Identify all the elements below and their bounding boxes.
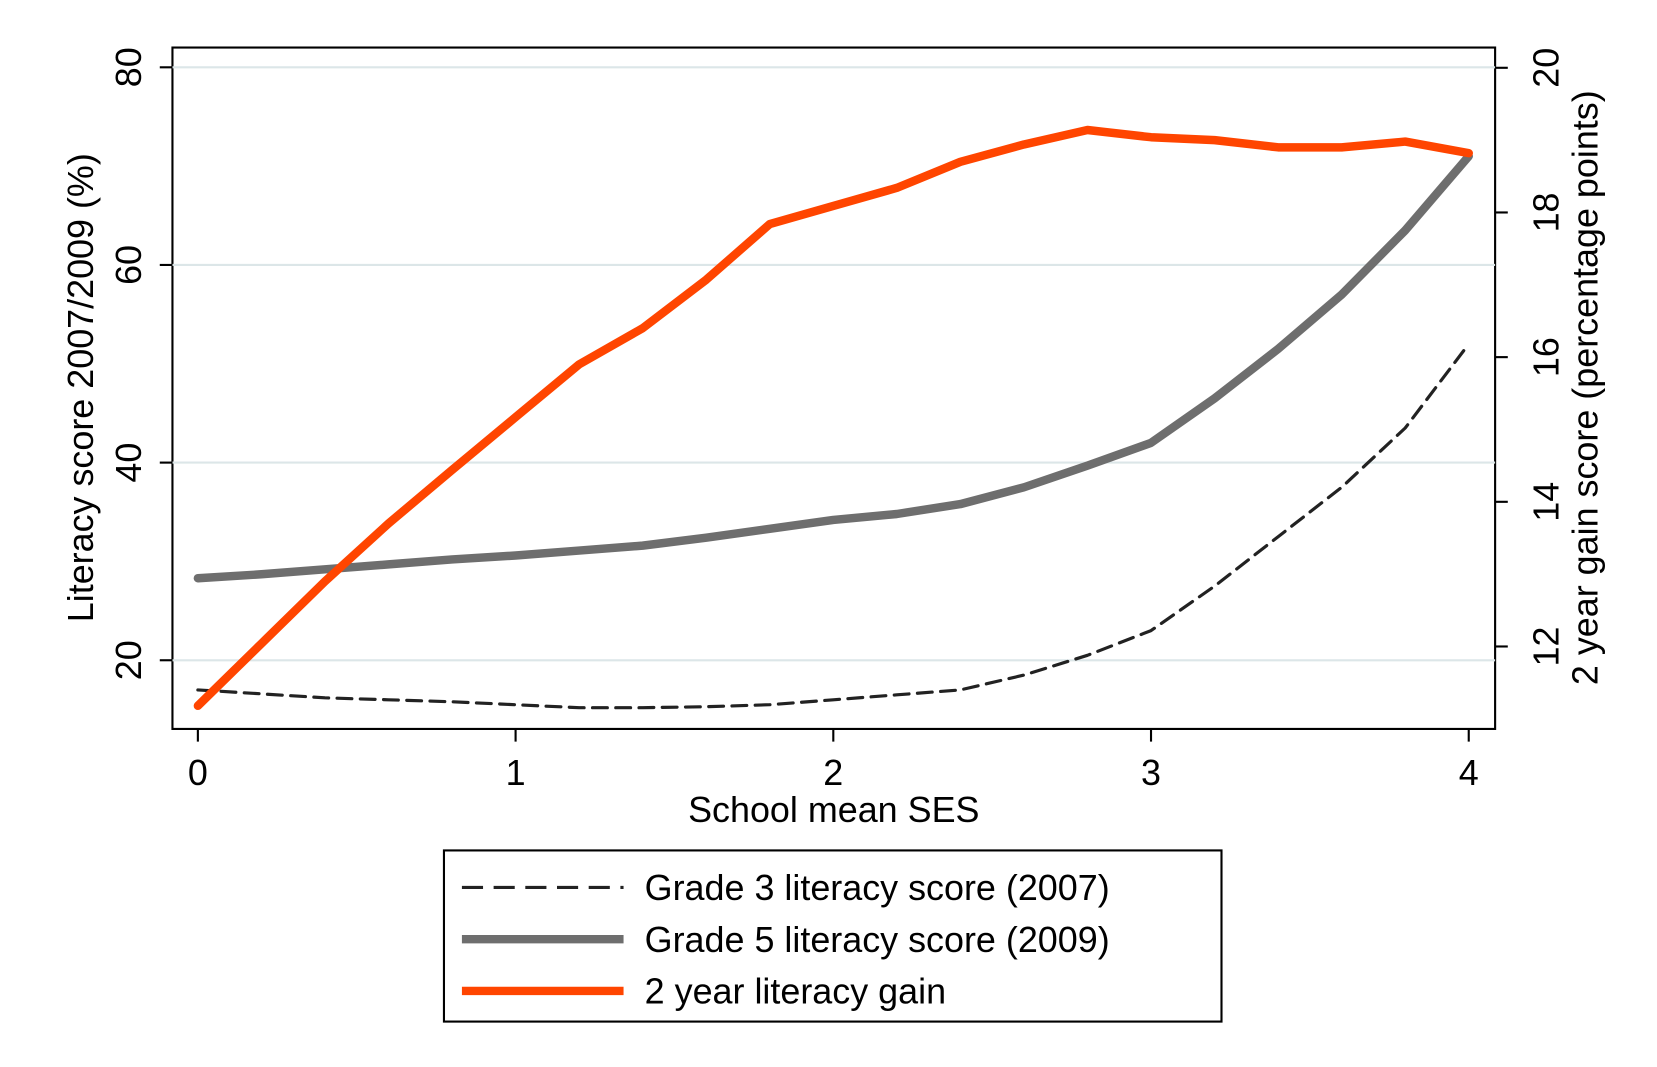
series-line: [193, 125, 1473, 711]
x-tick-label: 3: [1141, 752, 1161, 793]
y-tick-label: 60: [108, 245, 149, 285]
y-tick-label: 40: [108, 443, 149, 483]
series-line: [196, 342, 1471, 710]
y2-tick-label: 20: [1525, 48, 1566, 88]
legend-label: 2 year literacy gain: [645, 971, 946, 1012]
y2-tick-label: 16: [1525, 337, 1566, 377]
y2-tick-label: 12: [1525, 627, 1566, 667]
y2-tick-label: 18: [1525, 192, 1566, 232]
x-tick-label: 2: [823, 752, 843, 793]
x-axis-title: School mean SES: [688, 789, 979, 830]
x-tick-label: 1: [506, 752, 526, 793]
y-tick-label: 20: [108, 640, 149, 680]
y-tick-label: 80: [108, 47, 149, 87]
x-tick-label: 4: [1459, 752, 1479, 793]
legend-label: Grade 5 literacy score (2009): [645, 919, 1110, 960]
legend-label: Grade 3 literacy score (2007): [645, 867, 1110, 908]
x-tick-label: 0: [188, 752, 208, 793]
series-line: [193, 152, 1473, 583]
y-axis-title: Literacy score 2007/2009 (%): [60, 153, 101, 622]
y2-axis-title: 2 year gain score (percentage points): [1565, 90, 1606, 685]
y2-tick-label: 14: [1525, 482, 1566, 522]
